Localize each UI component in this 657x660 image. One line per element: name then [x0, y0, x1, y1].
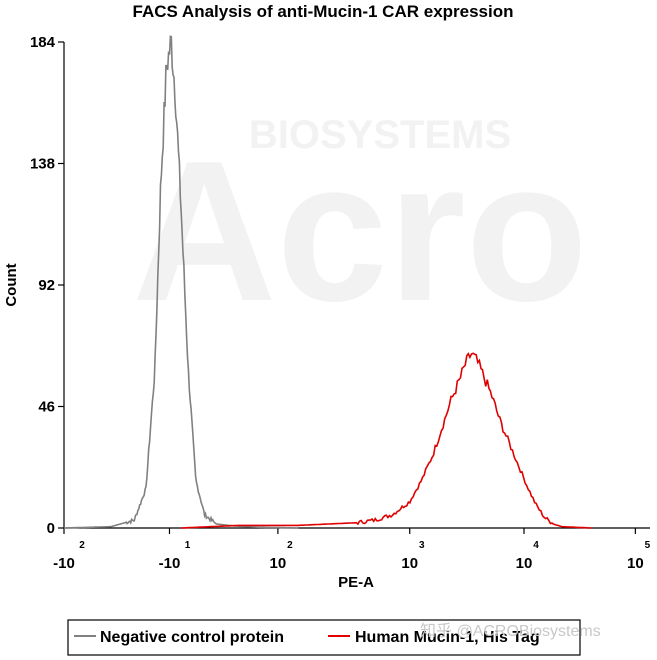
x-tick-label: -10: [53, 555, 75, 572]
x-tick-label: 10: [516, 555, 533, 572]
x-tick-exponent: 4: [533, 540, 539, 551]
series-human-mucin: [181, 352, 592, 529]
watermark-logo: Acro: [132, 120, 588, 343]
y-tick-label: 92: [38, 277, 55, 294]
y-ticks: 0 46 92 138 184: [30, 34, 64, 537]
y-tick-label: 184: [30, 34, 56, 51]
series-layer: [64, 35, 592, 529]
x-tick-label: -10: [159, 555, 181, 572]
y-tick-label: 46: [38, 399, 55, 416]
series-negative-control: [64, 35, 299, 529]
x-tick-exponent: 2: [79, 540, 85, 551]
x-tick-label: 10: [627, 555, 644, 572]
x-tick-label: 10: [401, 555, 418, 572]
y-tick-label: 0: [47, 520, 55, 537]
y-tick-label: 138: [30, 156, 55, 173]
legend-box: [67, 619, 581, 656]
legend-label-mucin: Human Mucin-1, His Tag: [355, 629, 540, 646]
chart-title: FACS Analysis of anti-Mucin-1 CAR expres…: [133, 2, 514, 21]
x-tick-exponent: 1: [185, 540, 191, 551]
x-tick-exponent: 3: [419, 540, 425, 551]
legend-label-negative: Negative control protein: [100, 629, 284, 646]
x-tick-exponent: 5: [645, 540, 651, 551]
watermark-brand: BIOSYSTEMS: [249, 113, 511, 157]
y-axis-label: Count: [3, 263, 20, 306]
watermark-credit: 知乎 @ACROBiosystems: [420, 622, 601, 640]
x-tick-label: 10: [270, 555, 287, 572]
x-tick-exponent: 2: [287, 540, 293, 551]
x-axis-label: PE-A: [338, 574, 374, 591]
